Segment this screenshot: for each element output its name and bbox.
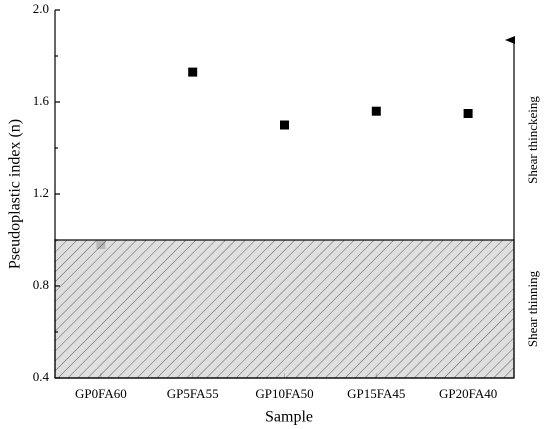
x-axis-label: Sample (265, 409, 313, 426)
x-tick-label: GP20FA40 (439, 386, 497, 401)
shaded-region (54, 239, 515, 379)
data-point (371, 106, 381, 116)
y-tick-label: 1.2 (33, 185, 49, 200)
annotation: Shear thinckeing (525, 96, 540, 184)
data-point (463, 109, 473, 118)
y-tick-label: 2.0 (33, 1, 49, 16)
annotation: Shear thinning (525, 270, 540, 347)
x-tick-label: GP5FA55 (167, 386, 219, 401)
x-tick-label: GP15FA45 (347, 386, 405, 401)
y-tick-label: 0.4 (33, 369, 50, 384)
y-tick-label: 1.6 (33, 93, 50, 108)
data-point (280, 120, 289, 130)
y-axis-label: Pseudoplastic index (n) (7, 119, 24, 269)
x-tick-label: GP10FA50 (255, 386, 313, 401)
x-tick-label: GP0FA60 (75, 386, 127, 401)
y-tick-label: 0.8 (33, 277, 49, 292)
data-point (188, 67, 198, 77)
